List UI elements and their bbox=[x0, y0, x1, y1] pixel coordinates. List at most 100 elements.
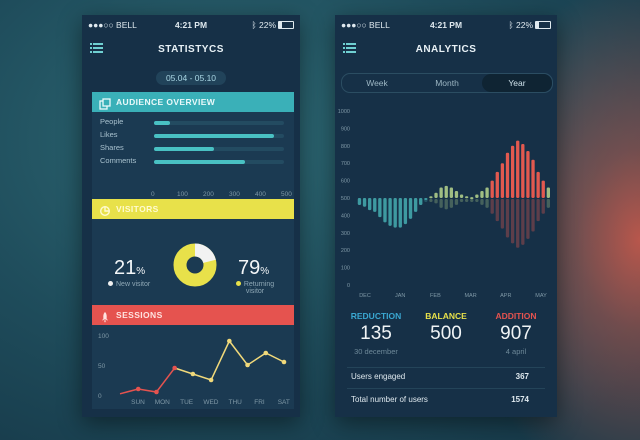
analytics-bar-reflection bbox=[454, 199, 459, 205]
new-visitor-legend: New visitor bbox=[108, 281, 150, 288]
battery-percent: 22% bbox=[515, 20, 533, 30]
users-engaged-value: 367 bbox=[515, 372, 529, 381]
visitors-donut-chart bbox=[173, 243, 217, 287]
analytics-bar-reflection bbox=[536, 199, 540, 222]
analytics-bar-reflection bbox=[546, 199, 550, 208]
battery-icon bbox=[278, 21, 294, 29]
audience-axis-tick: 100 bbox=[177, 191, 188, 198]
audience-axis-tick: 0 bbox=[151, 191, 155, 198]
analytics-bar bbox=[526, 151, 530, 198]
sessions-header[interactable]: SESSIONS bbox=[92, 305, 294, 325]
analytics-bar bbox=[388, 198, 392, 226]
analytics-y-tick: 800 bbox=[341, 144, 350, 150]
sessions-x-tick: FRI bbox=[254, 399, 265, 406]
analytics-y-tick: 900 bbox=[341, 126, 350, 132]
battery-indicator: ᛒ 22% bbox=[252, 20, 294, 30]
tab-year[interactable]: Year bbox=[482, 74, 552, 92]
audience-row-label: Likes bbox=[100, 130, 118, 139]
analytics-y-tick: 200 bbox=[341, 248, 350, 254]
analytics-bar bbox=[403, 198, 408, 225]
sessions-point bbox=[245, 362, 250, 368]
audience-bar-track bbox=[154, 147, 284, 151]
analytics-bar bbox=[521, 144, 525, 198]
tab-month[interactable]: Month bbox=[435, 78, 459, 88]
date-range-selector[interactable]: 05.04 - 05.10 bbox=[156, 71, 226, 85]
analytics-x-tick: FEB bbox=[430, 293, 441, 299]
analytics-x-tick: DEC bbox=[359, 293, 371, 299]
legend-dot bbox=[108, 281, 113, 286]
battery-indicator: ᛒ 22% bbox=[509, 20, 551, 30]
analytics-bar-reflection bbox=[521, 199, 525, 245]
visitors-card: 21% New visitor 79% Returning visitor bbox=[92, 219, 294, 309]
audience-bar-track bbox=[154, 134, 284, 138]
sessions-point bbox=[190, 371, 196, 377]
menu-icon[interactable] bbox=[343, 43, 356, 54]
analytics-bar bbox=[541, 180, 545, 198]
analytics-bar bbox=[357, 198, 362, 205]
legend-dot bbox=[235, 281, 241, 286]
addition-date: 4 april bbox=[505, 347, 527, 356]
analytics-bar bbox=[500, 163, 505, 198]
header: ANALYTICS bbox=[335, 39, 557, 61]
visitors-header[interactable]: VISITORS bbox=[92, 199, 294, 219]
analytics-y-tick: 300 bbox=[341, 231, 350, 237]
analytics-bar bbox=[454, 191, 459, 198]
divider bbox=[347, 388, 545, 389]
sessions-line-chart: 100 50 0 SUN MON TUE WED THU FRI SAT bbox=[98, 333, 290, 406]
analytics-y-tick: 1000 bbox=[338, 109, 350, 115]
analytics-bar-reflection bbox=[459, 199, 464, 202]
sessions-point bbox=[172, 365, 177, 371]
addition-label: ADDITION bbox=[495, 311, 537, 321]
clock: 4:21 PM bbox=[429, 20, 463, 30]
audience-bar-track bbox=[154, 160, 284, 164]
analytics-x-tick: APR bbox=[500, 293, 511, 299]
analytics-bar-reflection bbox=[398, 199, 402, 225]
total-users-value: 1574 bbox=[511, 395, 529, 404]
analytics-bar-reflection bbox=[526, 199, 530, 239]
analytics-y-tick: 400 bbox=[341, 213, 350, 219]
page-title: STATISTYCS bbox=[158, 44, 224, 55]
analytics-bar-reflection bbox=[368, 199, 372, 210]
analytics-bar-reflection bbox=[408, 199, 413, 217]
returning-visitor-percent: 79% bbox=[238, 257, 269, 280]
rocket-icon bbox=[99, 310, 111, 322]
users-engaged-label: Users engaged bbox=[351, 372, 406, 381]
status-bar: ●●●○○ BELL 4:21 PM ᛒ 22% bbox=[335, 15, 557, 33]
returning-visitor-label: Returning bbox=[243, 281, 275, 288]
analytics-bar bbox=[531, 159, 535, 198]
copy-icon bbox=[99, 97, 111, 110]
users-engaged-row: Users engaged 367 bbox=[351, 372, 541, 381]
analytics-bar bbox=[378, 198, 382, 218]
audience-overview-header[interactable]: AUDIENCE OVERVIEW bbox=[92, 92, 294, 112]
sessions-x-tick: SAT bbox=[278, 399, 290, 406]
menu-icon[interactable] bbox=[90, 43, 103, 54]
analytics-bar-reflection bbox=[434, 199, 438, 204]
new-visitor-unit: % bbox=[136, 266, 146, 277]
tab-week[interactable]: Week bbox=[366, 78, 388, 88]
analytics-bar bbox=[383, 198, 387, 223]
audience-row-label: People bbox=[100, 117, 124, 126]
analytics-bar bbox=[475, 194, 479, 198]
analytics-bar bbox=[424, 198, 428, 200]
analytics-bar bbox=[434, 192, 438, 198]
analytics-bar-reflection bbox=[378, 199, 382, 216]
analytics-bar bbox=[429, 196, 433, 199]
analytics-bar-reflection bbox=[444, 199, 448, 210]
new-visitor-percent: 21% bbox=[114, 257, 145, 280]
audience-bar bbox=[154, 121, 170, 125]
period-segmented-control: Week Month Year bbox=[341, 73, 553, 93]
analytics-bar bbox=[485, 187, 489, 198]
new-visitor-value: 21 bbox=[114, 257, 137, 279]
analytics-bar bbox=[368, 198, 372, 211]
audience-bar bbox=[154, 160, 245, 164]
status-bar: ●●●○○ BELL 4:21 PM ᛒ 22% bbox=[82, 15, 300, 33]
audience-bar-track bbox=[154, 121, 284, 125]
sessions-point bbox=[281, 359, 287, 365]
analytics-y-tick: 100 bbox=[341, 266, 350, 272]
sessions-y-tick: 50 bbox=[98, 363, 106, 370]
analytics-bar-reflection bbox=[510, 199, 515, 244]
analytics-bar-reflection bbox=[424, 199, 428, 202]
sessions-card: 100 50 0 SUN MON TUE WED THU FRI SAT bbox=[92, 325, 294, 409]
returning-visitor-unit: % bbox=[260, 266, 270, 277]
